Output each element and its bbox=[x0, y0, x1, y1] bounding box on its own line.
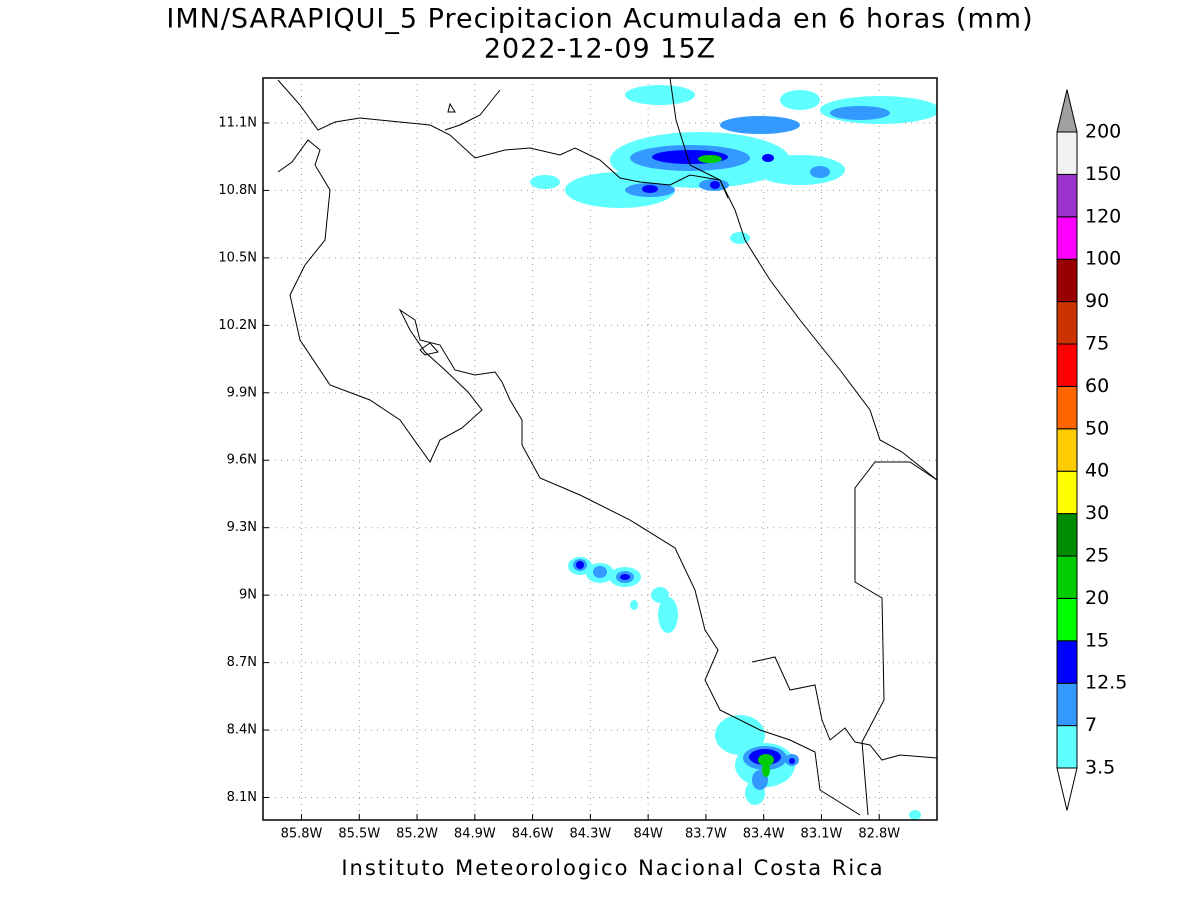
lon-tick-label: 83.4W bbox=[743, 827, 785, 842]
lon-tick-label: 85.2W bbox=[396, 827, 438, 842]
lat-tick-label: 9.3N bbox=[227, 520, 257, 535]
colorbar-band bbox=[1056, 513, 1078, 557]
coastline bbox=[854, 461, 937, 816]
lat-tick-label: 9N bbox=[239, 588, 257, 603]
colorbar-label: 100 bbox=[1085, 248, 1121, 270]
colorbar-under bbox=[1056, 767, 1078, 811]
coastlines bbox=[277, 78, 937, 816]
colorbar-label: 40 bbox=[1085, 460, 1109, 482]
map-frame bbox=[262, 77, 938, 821]
colorbar-band bbox=[1056, 682, 1078, 727]
lat-tick-label: 8.7N bbox=[227, 655, 257, 670]
colorbar-band bbox=[1056, 343, 1078, 387]
colorbar-band bbox=[1056, 258, 1078, 303]
colorbar-band bbox=[1056, 301, 1078, 345]
colorbar-label: 50 bbox=[1085, 417, 1109, 439]
footer: Instituto Meteorologico Nacional Costa R… bbox=[341, 856, 884, 880]
coastline bbox=[444, 89, 501, 131]
precipitation bbox=[530, 85, 937, 820]
coastline bbox=[277, 79, 721, 186]
precip-heavy bbox=[576, 150, 795, 765]
colorbar-band bbox=[1056, 216, 1078, 260]
colorbar-band bbox=[1056, 470, 1078, 515]
colorbar-band bbox=[1056, 385, 1078, 430]
lat-tick-label: 9.6N bbox=[227, 453, 257, 468]
coastline bbox=[277, 139, 861, 816]
colorbar-label: 60 bbox=[1085, 375, 1109, 397]
colorbar-label: 12.5 bbox=[1085, 672, 1127, 694]
lat-tick-label: 9.9N bbox=[227, 385, 257, 400]
lat-tick-label: 10.5N bbox=[218, 250, 257, 265]
lon-tick-label: 85.5W bbox=[338, 827, 380, 842]
colorbar-band bbox=[1056, 555, 1078, 599]
colorbar-band bbox=[1056, 725, 1078, 769]
colorbar-label: 15 bbox=[1085, 629, 1109, 651]
colorbar-label: 30 bbox=[1085, 502, 1109, 524]
coastline bbox=[669, 78, 729, 199]
lat-tick-label: 10.2N bbox=[218, 318, 257, 333]
colorbar-label: 200 bbox=[1085, 121, 1121, 143]
lat-tick-label: 10.8N bbox=[218, 183, 257, 198]
coastline bbox=[447, 102, 456, 113]
lat-tick-label: 11.1N bbox=[218, 115, 257, 130]
colorbar-label: 120 bbox=[1085, 205, 1121, 227]
title: IMN/SARAPIQUI_5 Precipitacion Acumulada … bbox=[166, 4, 1033, 35]
colorbar-label: 25 bbox=[1085, 545, 1109, 567]
colorbar-band bbox=[1056, 131, 1078, 175]
colorbar-band bbox=[1056, 597, 1078, 642]
precip-moderate bbox=[573, 106, 890, 790]
colorbar-label: 75 bbox=[1085, 333, 1109, 355]
map bbox=[262, 77, 938, 821]
coastline bbox=[751, 656, 937, 761]
lat-tick-label: 8.1N bbox=[227, 790, 257, 805]
colorbar-band bbox=[1056, 173, 1078, 218]
lat-tick-label: 8.4N bbox=[227, 723, 257, 738]
colorbar-band bbox=[1056, 640, 1078, 684]
colorbar-label: 20 bbox=[1085, 587, 1109, 609]
lon-tick-label: 84.6W bbox=[512, 827, 554, 842]
lon-tick-label: 83.7W bbox=[685, 827, 727, 842]
lon-tick-label: 83.1W bbox=[801, 827, 843, 842]
colorbar: 3.5 7 12.5 15 20 25 30 40 50 60 75 90 100 120 150 200 bbox=[1056, 89, 1127, 811]
subtitle: 2022-12-09 15Z bbox=[484, 34, 716, 65]
coastline bbox=[419, 342, 439, 356]
lon-tick-label: 85.8W bbox=[281, 827, 323, 842]
coastline bbox=[719, 179, 937, 481]
lon-tick-label: 84.9W bbox=[454, 827, 496, 842]
lon-tick-label: 82.8W bbox=[858, 827, 900, 842]
colorbar-label: 150 bbox=[1085, 163, 1121, 185]
lon-tick-label: 84.3W bbox=[569, 827, 611, 842]
lon-tick-label: 84W bbox=[633, 827, 663, 842]
colorbar-band bbox=[1056, 428, 1078, 472]
colorbar-over bbox=[1056, 89, 1078, 133]
colorbar-label: 90 bbox=[1085, 290, 1109, 312]
precip-intense bbox=[698, 155, 774, 777]
colorbar-label: 3.5 bbox=[1085, 757, 1115, 779]
colorbar-label: 7 bbox=[1085, 714, 1097, 736]
